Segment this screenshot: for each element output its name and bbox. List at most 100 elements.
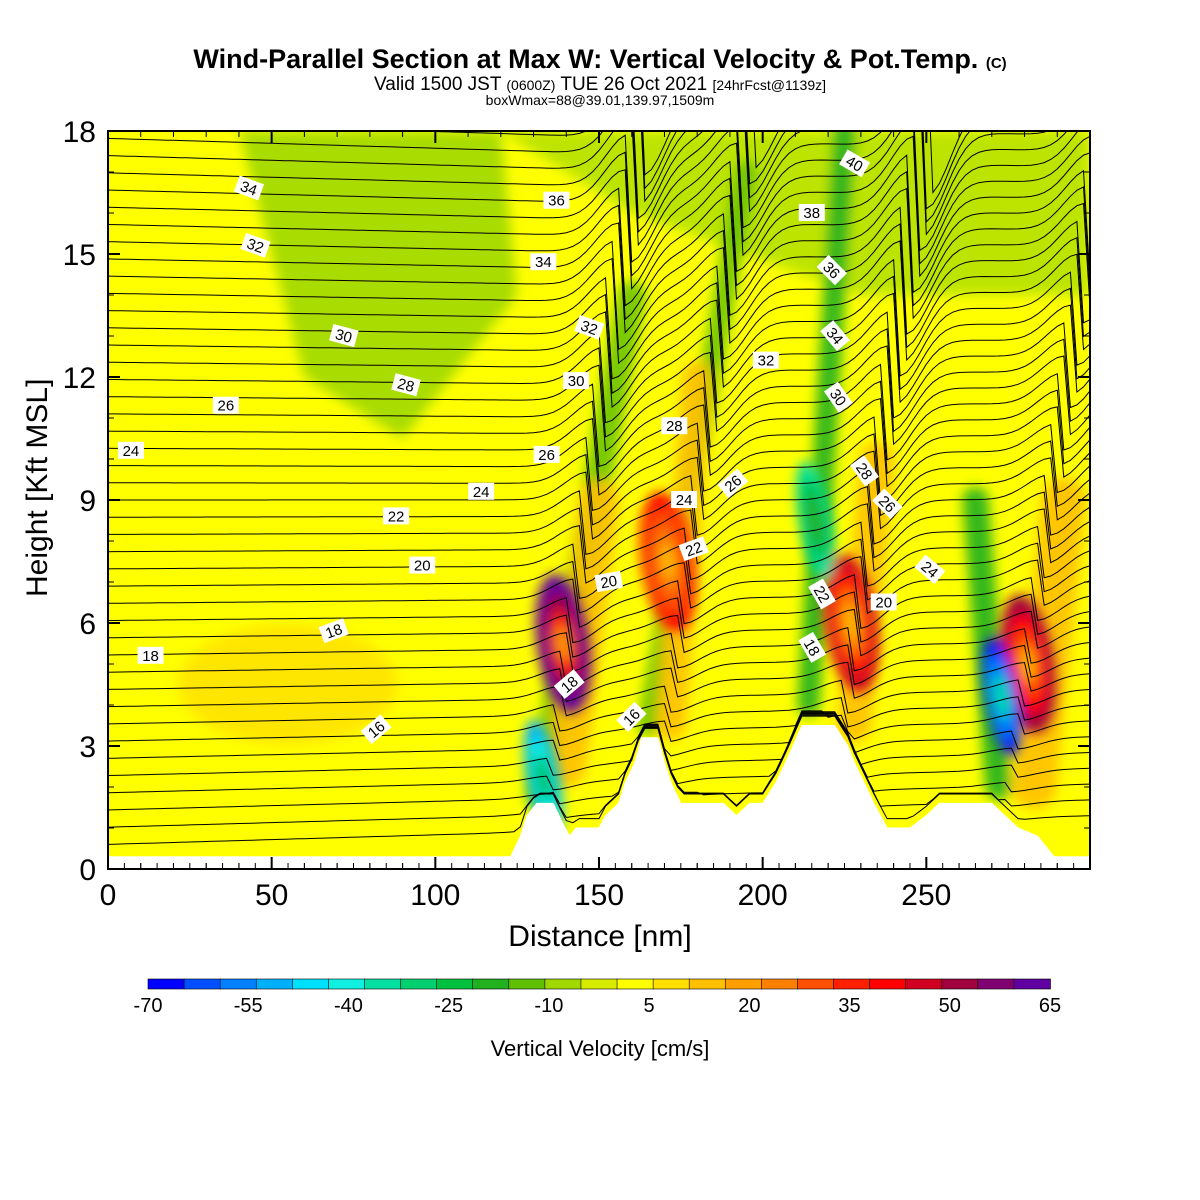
contour-label-text: 22 [810,583,833,606]
y-tick-label: 9 [79,485,96,518]
colorbar-swatch [688,978,727,990]
y-tick-label: 3 [79,731,96,764]
contour-label-text: 28 [395,375,416,396]
valid-time-utc: (0600Z) [506,77,556,93]
contour-label-text: 28 [666,418,683,435]
colorbar: -70 -55 -40 -25 -10 5 20 35 50 65 [134,978,1061,1017]
isentrope [108,380,1090,475]
colorbar-swatch [472,978,510,990]
contour-label: 36 [543,191,570,210]
contour-label: 18 [553,669,585,699]
x-axis-label: Distance [nm] [508,920,692,953]
x-tick-label: 0 [100,879,117,912]
colorbar-tick-label: 20 [738,995,760,1017]
contour-label: 24 [117,441,144,460]
colorbar-swatch [292,978,330,990]
colorbar-swatch [364,978,402,990]
contour-labels: 34 32 30 28 26 24 24 22 20 18 18 16 36 34 32 30 26 20 18 16… [117,149,946,745]
contour-label: 32 [574,314,605,340]
colorbar-tick-label: 65 [1039,995,1061,1017]
colorbar-swatch [219,978,258,990]
contour-label: 18 [798,631,827,663]
isentrope [108,556,1090,615]
updraft-core-2 [844,605,858,641]
y-axis-label: Height [Kft MSL] [21,378,54,597]
y-tick-label: 12 [63,362,96,395]
isentrope [108,711,1090,761]
contour-label-text: 22 [683,539,704,561]
contour-label: 34 [820,320,850,352]
isentrope [108,204,1090,335]
isentrope [108,644,1090,688]
isentrope [108,679,1090,717]
colorbar-swatch [941,978,979,990]
contour-label: 18 [137,646,164,665]
colorbar-swatch [328,978,366,990]
colorbar-label: Vertical Velocity [cm/s] [490,1036,710,1061]
contour-label: 24 [914,554,946,585]
colorbar-tick-label: 35 [838,995,860,1017]
contour-label: 40 [839,149,871,178]
colorbar-swatch [652,978,690,990]
valid-date: TUE 26 Oct 2021 [560,74,708,95]
isentrope [108,240,1090,362]
contour-label: 24 [468,482,495,501]
contour-label-text: 40 [843,153,866,176]
contour-label-text: 28 [852,460,875,483]
colorbar-swatch [580,978,618,990]
colorbar-swatch [797,978,835,990]
chart-title-suffix: (C) [985,55,1007,72]
isentrope [108,169,1090,307]
y-tick-label: 18 [63,116,96,149]
downdraft-core-2 [806,496,824,545]
valid-time: Valid 1500 JST [374,74,502,95]
contour-label-text: 20 [599,573,618,593]
contour-label: 26 [212,396,239,415]
isentrope [108,151,1090,294]
colorbar-swatch [147,978,185,990]
x-tick-label: 200 [738,879,788,912]
contour-label: 28 [850,455,879,487]
isentrope [108,275,1090,391]
isentrope [404,131,1068,236]
y-tick-label: 6 [79,608,96,641]
isentrope [108,416,1090,503]
contour-label-text: 32 [244,235,265,257]
contour-label: 22 [808,578,836,610]
colorbar-swatch [833,978,871,990]
colorbar-tick-label: 50 [939,995,961,1017]
isentrope [108,713,1090,811]
colorbar-swatch [436,978,474,990]
contour-label-text: 30 [333,326,354,347]
chart-subtitle-2: boxWmax=88@39.01,139.97,1509m [485,92,715,108]
contour-label: 22 [678,536,709,562]
isentrope [108,311,1090,419]
forecast-info: [24hrFcst@1139z] [712,77,826,93]
colorbar-swatch [724,978,763,990]
isentrope [108,712,1090,776]
isentrope [108,574,1090,630]
colorbar-tick-label: -55 [234,995,263,1017]
contour-label: 36 [816,254,847,286]
isentrope [108,257,1090,377]
contour-label: 28 [661,417,688,435]
chart-title: Wind-Parallel Section at Max W: Vertical… [0,44,1200,75]
contour-label-text: 20 [875,595,892,612]
isentrope [108,433,1090,517]
colorbar-swatch [400,978,438,990]
isentrope [108,608,1090,658]
isentrope [640,131,1050,224]
downdraft-core-0 [535,755,552,803]
contour-label-text: 18 [142,648,159,665]
x-tick-label: 250 [901,879,951,912]
contour-label-text: 26 [538,447,555,464]
colorbar-swatch [508,978,546,990]
colorbar-swatch [761,978,799,990]
contour-label-text: 30 [826,386,849,409]
contour-label: 26 [533,445,560,464]
contour-label: 32 [752,351,779,370]
colorbar-swatch [905,978,943,990]
contour-label-text: 24 [676,492,693,509]
contour-label: 26 [717,468,749,499]
